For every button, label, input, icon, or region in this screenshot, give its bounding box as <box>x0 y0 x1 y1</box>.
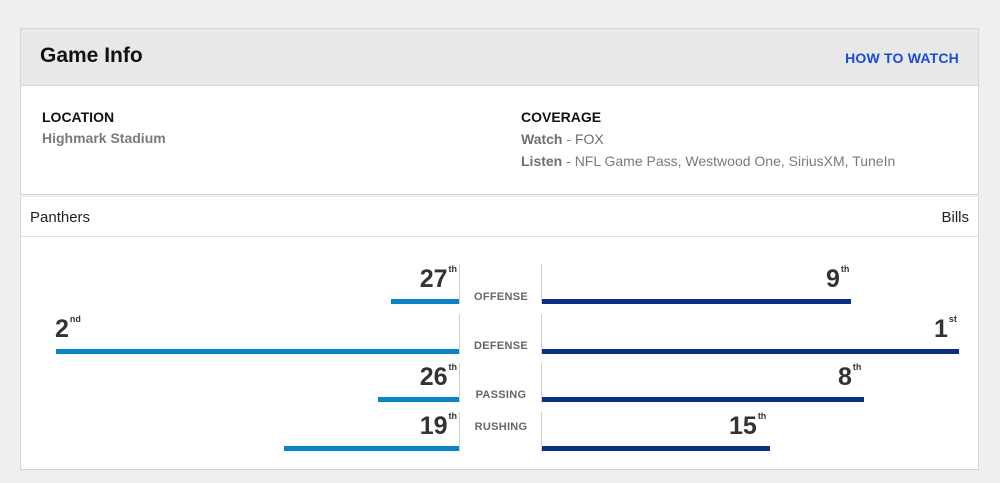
game-info-header: Game Info HOW TO WATCH <box>21 29 978 86</box>
away-passing-rank: 26th <box>419 362 457 391</box>
category-passing: PASSING <box>475 389 527 401</box>
listen-line: Listen - NFL Game Pass, Westwood One, Si… <box>521 153 896 169</box>
center-divider-left <box>459 314 460 354</box>
coverage-heading: COVERAGE <box>521 109 602 125</box>
home-defense-bar <box>542 349 959 354</box>
away-rushing-rank: 19th <box>419 411 457 440</box>
center-divider-right <box>541 363 542 403</box>
teams-header: Panthers Bills <box>21 197 978 237</box>
team-stats-comparison: Panthers Bills 27th OFFENSE 9th 2nd DEFE… <box>20 197 979 470</box>
away-passing-bar <box>378 397 459 402</box>
center-divider-right <box>541 314 542 354</box>
category-offense: OFFENSE <box>473 291 529 303</box>
location-section: LOCATION Highmark Stadium <box>42 109 166 146</box>
away-rushing-bar <box>284 446 459 451</box>
watch-line: Watch - FOX <box>521 131 604 147</box>
center-divider-left <box>459 264 460 304</box>
away-offense-bar <box>391 299 459 304</box>
away-team-name: Panthers <box>30 209 91 226</box>
center-divider-right <box>541 264 542 304</box>
home-rushing-bar <box>542 446 770 451</box>
center-divider-left <box>459 412 460 452</box>
watch-value: FOX <box>574 131 604 147</box>
center-divider-left <box>459 363 460 403</box>
home-defense-rank: 1st <box>934 314 957 343</box>
home-team-name: Bills <box>941 209 969 226</box>
category-rushing: RUSHING <box>474 421 528 433</box>
location-heading: LOCATION <box>42 109 115 125</box>
game-info-card: Game Info HOW TO WATCH LOCATION Highmark… <box>20 28 979 195</box>
away-offense-rank: 27th <box>419 264 457 293</box>
home-offense-rank: 9th <box>826 264 850 293</box>
listen-label: Listen <box>521 153 563 169</box>
home-passing-rank: 8th <box>838 362 862 391</box>
away-defense-rank: 2nd <box>55 314 81 343</box>
center-divider-right <box>541 412 542 452</box>
home-offense-bar <box>542 299 851 304</box>
listen-value: NFL Game Pass, Westwood One, SiriusXM, T… <box>574 153 896 169</box>
home-rushing-rank: 15th <box>729 411 767 440</box>
location-value: Highmark Stadium <box>42 130 166 146</box>
how-to-watch-link[interactable]: HOW TO WATCH <box>845 50 959 66</box>
away-defense-bar <box>56 349 459 354</box>
category-defense: DEFENSE <box>473 340 529 352</box>
game-info-title: Game Info <box>40 44 143 67</box>
coverage-section: COVERAGE Watch - FOX Listen - NFL Game P… <box>521 109 895 169</box>
home-passing-bar <box>542 397 864 402</box>
watch-label: Watch <box>521 131 563 147</box>
